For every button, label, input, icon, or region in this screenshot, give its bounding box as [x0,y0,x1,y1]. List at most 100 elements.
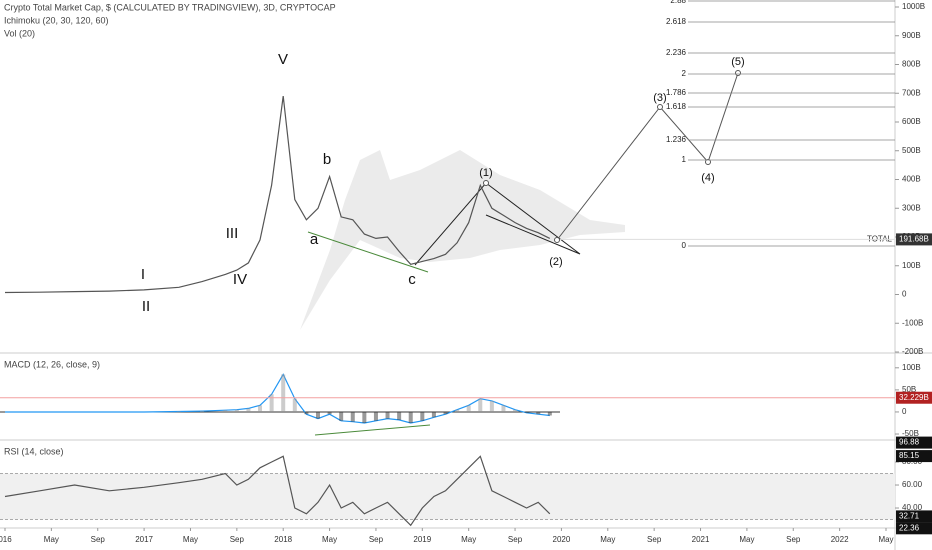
macd-histogram [420,411,425,421]
macd-histogram [223,410,228,412]
price-tag [896,233,932,246]
macd-histogram [234,409,239,412]
x-tick-label: Sep [91,535,106,544]
macd-histogram [339,411,344,421]
wave-label: I [141,266,145,283]
wave-label: (2) [549,256,562,268]
macd-histogram [478,398,483,412]
macd-histogram [536,411,541,415]
y-tick-label: 900B [902,31,921,40]
macd-histogram [373,411,378,421]
wave-label: c [408,271,416,288]
wave-label: (1) [479,167,492,179]
rsi-tag-label: 32.71 [899,512,920,521]
macd-histogram [362,411,367,423]
price-tag-label: 191.68B [899,235,929,244]
y-tick-label: -200B [902,347,923,356]
rsi-tag [896,510,932,523]
wave-point [554,237,560,243]
macd-histogram [501,405,506,412]
fib-label: 2.88 [670,0,686,5]
trend-line [307,231,429,273]
chart-title: Crypto Total Market Cap, $ (CALCULATED B… [4,2,336,12]
y-tick-label: 100B [902,261,921,270]
rsi-tag [896,522,932,535]
wave-label: (5) [731,56,744,68]
y-tick-label: -50B [902,429,919,438]
y-tick-label: 50B [902,385,916,394]
macd-histogram [547,411,552,416]
ichimoku-cloud [300,150,625,330]
macd-histogram [408,411,413,423]
x-tick-label: May [878,535,893,544]
x-tick-label: 2020 [553,535,571,544]
x-tick-label: May [322,535,337,544]
macd-histogram [431,411,436,418]
macd-histogram [200,411,205,412]
indicator-label: RSI (14, close) [4,446,64,456]
fib-label: 1.618 [666,102,687,111]
wave-label: III [226,225,239,242]
rsi-tag [896,436,932,449]
x-tick-label: 2017 [135,535,153,544]
macd-histogram [397,411,402,420]
macd-histogram [281,374,286,412]
macd-histogram [455,409,460,412]
y-tick-label: -100B [902,318,923,327]
rsi-tag-label: 85.15 [899,451,920,460]
macd-histogram [489,400,494,412]
macd-histogram [513,409,518,412]
series-line [5,373,550,424]
x-tick-label: 2018 [274,535,292,544]
macd-histogram [466,405,471,412]
y-tick-label: 500B [902,146,921,155]
fib-label: 2.618 [666,17,687,26]
macd-histogram [304,411,309,415]
y-tick-label: 800B [902,60,921,69]
macd-histogram [385,411,390,419]
macd-tag-label: 32.229B [899,393,929,402]
y-tick-label: 0 [902,407,907,416]
indicator-label: Ichimoku (20, 30, 120, 60) [4,15,109,25]
macd-histogram [443,411,448,415]
fib-label: 2.236 [666,48,687,57]
x-tick-label: Sep [369,535,384,544]
y-tick-label: 1000B [902,2,925,11]
wave-label: (3) [653,92,666,104]
macd-histogram [292,398,297,412]
y-tick-label: 700B [902,88,921,97]
x-tick-label: May [739,535,754,544]
wave-point [657,104,663,110]
series-line [4,96,551,294]
fib-label: 1.236 [666,135,687,144]
wave-label: (4) [701,172,714,184]
wave-label: V [278,51,288,68]
x-tick-label: May [183,535,198,544]
macd-histogram [246,408,251,412]
fib-label: 1.786 [666,88,687,97]
indicator-label: Vol (20) [4,28,35,38]
macd-histogram [315,411,320,419]
x-tick-label: May [44,535,59,544]
macd-histogram [327,411,332,415]
rsi-band [0,473,895,520]
y-tick-label: 100B [902,363,921,372]
wave-point [735,70,741,76]
fib-label: 1 [682,155,687,164]
x-tick-label: 2019 [413,535,431,544]
fib-label: 0 [682,241,687,250]
y-tick-label: 60.00 [902,480,923,489]
x-tick-label: 2022 [831,535,849,544]
macd-histogram [269,394,274,412]
triangle-drawing [414,182,581,266]
y-tick-label: 600B [902,117,921,126]
projection-path [556,72,739,241]
x-tick-label: Sep [786,535,801,544]
x-tick-label: Sep [230,535,245,544]
y-tick-label: 0 [902,290,907,299]
y-tick-label: 300B [902,203,921,212]
x-tick-label: 2021 [692,535,710,544]
wave-label: b [323,151,331,168]
wave-point [705,159,711,165]
